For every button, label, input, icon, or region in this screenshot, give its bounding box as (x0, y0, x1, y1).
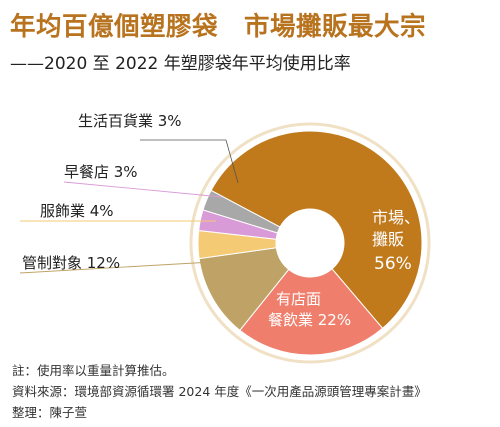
chart-title: 年均百億個塑膠袋 市場攤販最大宗 (10, 12, 427, 42)
leader-line-regulated (19, 261, 213, 274)
slice-0 (210, 130, 423, 329)
note-text: 註：使用率以重量計算推估。 (12, 363, 175, 378)
label-market-line1: 市場、 (372, 208, 420, 227)
label-breakfast: 早餐店 3% (64, 163, 138, 181)
editor-text: 整理：陳子萱 (12, 405, 88, 420)
label-restaurant-line1: 有店面 (276, 290, 321, 308)
label-clothing: 服飾業 4% (40, 202, 114, 220)
label-market-line2: 攤販 (372, 230, 404, 249)
slice-5 (202, 189, 281, 234)
label-restaurant-line2: 餐飲業 22% (268, 311, 351, 329)
chart-subtitle: ——2020 至 2022 年塑膠袋年平均使用比率 (10, 54, 351, 74)
label-market-value: 56% (374, 254, 412, 274)
slice-1 (239, 268, 384, 356)
leader-line-breakfast (63, 181, 223, 198)
leader-line-department-diag (225, 139, 239, 184)
outer-ring (189, 122, 431, 364)
footnotes: 註：使用率以重量計算推估。 資料來源：環境部資源循環署 2024 年度《一次用產… (12, 360, 427, 423)
label-department: 生活百貨業 3% (78, 112, 182, 130)
source-text: 資料來源：環境部資源循環署 2024 年度《一次用產品源頭管理專案計畫》 (12, 384, 427, 399)
label-regulated: 管制對象 12% (22, 254, 120, 272)
